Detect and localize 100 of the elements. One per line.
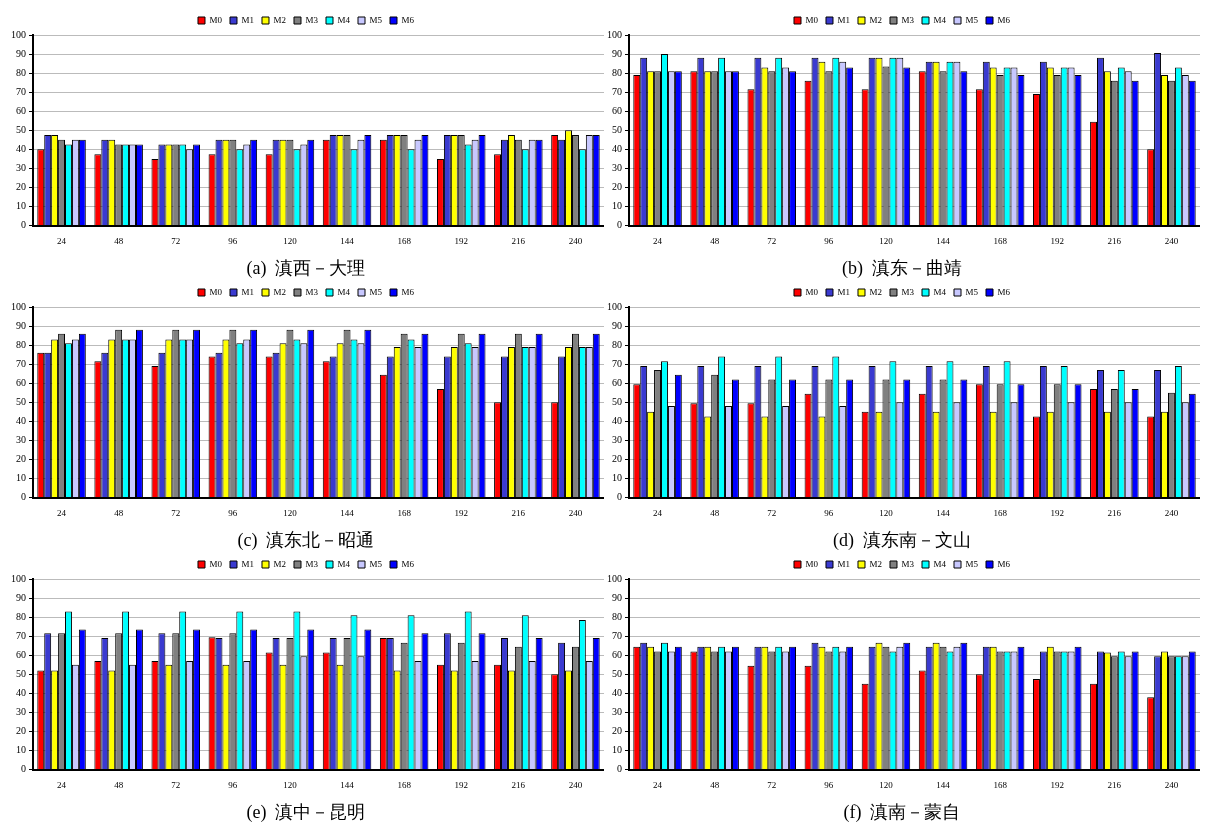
x-tick-label: 168 [993, 236, 1008, 247]
y-tick-label: 80 [612, 610, 622, 622]
x-tick-label: 96 [824, 508, 834, 519]
text: (a) 滇西－大理 [246, 257, 366, 279]
legend-label: M5 [369, 286, 383, 297]
x-tick-label: 24 [57, 780, 67, 791]
y-tick-label: 90 [16, 319, 26, 331]
y-tick-label: 10 [16, 744, 26, 756]
x-tick-label: 120 [283, 508, 298, 519]
legend-label: M0 [209, 14, 223, 25]
legend-label: M1 [241, 558, 255, 569]
y-tick-label: 30 [612, 706, 622, 718]
y-tick-label: 50 [612, 123, 622, 135]
legend-label: M3 [901, 558, 915, 569]
y-tick-label: 20 [16, 725, 26, 737]
y-tick-label: 30 [612, 434, 622, 446]
text: (f) 滇南－蒙自 [843, 801, 961, 823]
y-tick-label: 20 [612, 725, 622, 737]
legend-label: M2 [273, 286, 287, 297]
x-tick-label: 192 [454, 236, 468, 247]
legend-label: M1 [837, 286, 851, 297]
legend-label: M6 [401, 286, 415, 297]
x-tick-label: 72 [171, 508, 181, 519]
x-tick-label: 216 [511, 508, 526, 519]
y-tick-label: 0 [21, 219, 26, 231]
y-tick-label: 100 [607, 300, 622, 312]
y-tick-label: 50 [612, 395, 622, 407]
x-tick-label: 24 [57, 236, 67, 247]
legend-label: M2 [273, 14, 287, 25]
y-tick-label: 40 [16, 414, 26, 426]
legend-label: M5 [965, 558, 979, 569]
y-tick-label: 70 [612, 357, 622, 369]
y-tick-label: 80 [612, 338, 622, 350]
y-tick-label: 90 [612, 591, 622, 603]
x-tick-label: 168 [993, 508, 1008, 519]
y-tick-label: 80 [612, 66, 622, 78]
x-tick-label: 240 [1164, 780, 1179, 791]
y-tick-label: 90 [16, 47, 26, 59]
y-tick-label: 80 [16, 338, 26, 350]
y-tick-label: 10 [612, 200, 622, 212]
y-tick-label: 20 [16, 181, 26, 193]
x-tick-label: 24 [653, 508, 663, 519]
y-tick-label: 0 [617, 763, 622, 775]
x-tick-label: 96 [824, 780, 834, 791]
legend-label: M4 [337, 558, 351, 569]
y-tick-label: 70 [612, 629, 622, 641]
y-tick-label: 40 [612, 686, 622, 698]
y-tick-label: 60 [612, 104, 622, 116]
legend-label: M0 [805, 14, 819, 25]
x-tick-label: 48 [114, 508, 124, 519]
y-tick-label: 70 [16, 629, 26, 641]
x-tick-label: 24 [653, 780, 663, 791]
y-tick-label: 20 [16, 453, 26, 465]
x-tick-label: 240 [1164, 236, 1179, 247]
y-tick-label: 70 [16, 357, 26, 369]
legend-label: M1 [241, 14, 255, 25]
y-tick-label: 30 [16, 162, 26, 174]
x-tick-label: 144 [340, 780, 355, 791]
y-tick-label: 70 [612, 85, 622, 97]
legend-label: M2 [869, 558, 883, 569]
x-tick-label: 144 [936, 780, 951, 791]
y-tick-label: 30 [16, 706, 26, 718]
x-tick-label: 48 [710, 508, 720, 519]
legend-label: M3 [901, 14, 915, 25]
legend-label: M2 [869, 14, 883, 25]
y-tick-label: 10 [16, 472, 26, 484]
x-tick-label: 168 [397, 508, 412, 519]
y-tick-label: 80 [16, 610, 26, 622]
y-tick-label: 0 [21, 763, 26, 775]
legend-label: M2 [869, 286, 883, 297]
legend-label: M4 [337, 286, 351, 297]
x-tick-label: 96 [824, 236, 834, 247]
x-tick-label: 240 [1164, 508, 1179, 519]
y-tick-label: 30 [612, 162, 622, 174]
legend-label: M1 [837, 14, 851, 25]
y-tick-label: 100 [11, 300, 26, 312]
y-tick-label: 90 [16, 591, 26, 603]
y-tick-label: 70 [16, 85, 26, 97]
legend-label: M0 [805, 286, 819, 297]
y-tick-label: 0 [617, 219, 622, 231]
legend-label: M2 [273, 558, 287, 569]
x-tick-label: 120 [283, 236, 298, 247]
x-tick-label: 48 [710, 236, 720, 247]
legend-label: M6 [401, 14, 415, 25]
y-tick-label: 100 [11, 28, 26, 40]
x-tick-label: 192 [454, 508, 468, 519]
y-tick-label: 100 [607, 28, 622, 40]
y-tick-label: 90 [612, 319, 622, 331]
text: (e) 滇中－昆明 [246, 801, 366, 823]
x-tick-label: 192 [454, 780, 468, 791]
x-tick-label: 48 [114, 236, 124, 247]
x-tick-label: 24 [57, 508, 67, 519]
y-tick-label: 10 [612, 744, 622, 756]
legend-label: M4 [933, 286, 947, 297]
x-tick-label: 216 [1107, 236, 1122, 247]
legend-label: M0 [805, 558, 819, 569]
legend-label: M1 [241, 286, 255, 297]
y-tick-label: 0 [617, 491, 622, 503]
x-tick-label: 240 [568, 236, 583, 247]
x-tick-label: 96 [228, 508, 238, 519]
